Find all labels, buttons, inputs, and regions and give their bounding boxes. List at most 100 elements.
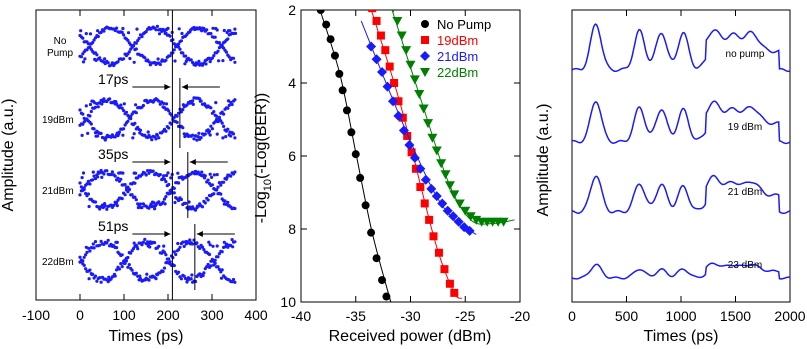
ber-data-point	[316, 10, 325, 14]
eye-sample-point	[121, 133, 125, 137]
waveform-panel: no pump 19 dBm 21 dBm 23 dBm 0 500 1000 1500 20…	[535, 9, 806, 345]
eye-sample-point	[200, 205, 205, 209]
eye-sample-point	[233, 31, 238, 35]
eye-sample-point	[179, 39, 183, 43]
eye-sample-point	[100, 175, 104, 179]
eye-sample-point	[148, 135, 152, 139]
eye-sample-point	[81, 36, 85, 40]
eye-sample-point	[81, 112, 85, 116]
eye-sample-point	[217, 181, 221, 185]
ber-data-point	[385, 62, 394, 71]
eye-sample-point	[131, 247, 136, 251]
eye-sample-point	[210, 183, 214, 187]
eye-sample-point	[133, 121, 137, 125]
eye-sample-point	[164, 58, 168, 62]
eye-sample-point	[150, 138, 154, 142]
ber-data-point	[371, 54, 382, 65]
shift-annotation-label: 17ps	[98, 71, 128, 87]
eye-sample-point	[126, 255, 130, 260]
y-tick-label: 4	[288, 75, 296, 91]
eye-sample-point	[215, 173, 219, 177]
ber-data-point	[392, 16, 403, 26]
eye-sample-point	[212, 54, 216, 58]
eye-sample-point	[195, 138, 199, 142]
eye-sample-point	[198, 246, 202, 250]
eye-sample-point	[191, 242, 195, 246]
eye-sample-point	[193, 169, 198, 173]
eye-sample-point	[86, 192, 90, 196]
eye-sample-point	[182, 244, 186, 248]
eye-sample-point	[105, 169, 109, 173]
eye-sample-point	[191, 99, 195, 103]
eye-sample-point	[181, 126, 185, 130]
ber-data-point	[440, 265, 449, 274]
eye-sample-point	[89, 122, 93, 126]
eye-sample-point	[134, 103, 138, 107]
eye-sample-point	[144, 173, 148, 177]
eye-sample-point	[131, 44, 136, 48]
arrowhead	[196, 231, 203, 237]
ber-data-point	[423, 119, 434, 129]
eye-sample-point	[113, 274, 117, 278]
eye-sample-point	[168, 260, 172, 264]
eye-sample-point	[167, 257, 171, 261]
eye-sample-point	[203, 201, 207, 205]
eye-sample-point	[162, 244, 166, 248]
eye-sample-point	[98, 243, 102, 247]
ber-data-point	[398, 113, 407, 122]
eye-sample-point	[140, 243, 144, 247]
eye-sample-point	[200, 170, 204, 174]
ber-data-point	[338, 86, 347, 95]
eye-sample-point	[220, 250, 224, 254]
eye-sample-point	[132, 60, 136, 64]
eye-sample-point	[78, 108, 82, 112]
eye-sample-point	[160, 251, 164, 255]
eye-sample-point	[181, 51, 185, 55]
eye-sample-point	[197, 131, 201, 135]
eye-sample-point	[217, 41, 221, 45]
eye-sample-point	[181, 108, 185, 112]
eye-sample-point	[216, 185, 220, 189]
eye-sample-point	[231, 245, 235, 249]
ber-data-point	[377, 67, 388, 78]
eye-sample-point	[79, 55, 83, 59]
eye-sample-point	[222, 124, 226, 128]
eye-sample-point	[182, 274, 186, 278]
arrowhead	[164, 231, 171, 237]
eye-sample-point	[135, 27, 139, 31]
eye-sample-point	[157, 32, 162, 36]
eye-sample-point	[212, 192, 216, 196]
eye-sample-point	[81, 259, 85, 263]
ber-data-point	[398, 125, 409, 136]
eye-sample-point	[193, 208, 198, 212]
eye-sample-point	[81, 171, 86, 175]
ber-data-point	[407, 148, 416, 157]
eye-sample-point	[91, 242, 95, 246]
eye-sample-point	[155, 133, 159, 137]
eye-sample-point	[184, 54, 188, 58]
eye-sample-point	[166, 26, 170, 30]
eye-sample-point	[177, 27, 181, 31]
ber-data-point	[372, 16, 381, 25]
ber-data-point	[382, 81, 393, 92]
eye-sample-point	[220, 121, 224, 125]
ber-y-axis-label: -Log10(-Log(BER))	[253, 93, 274, 224]
legend-label: 22dBm	[437, 65, 478, 80]
eye-sample-point	[86, 179, 90, 183]
x-tick-label: -40	[291, 308, 311, 324]
x-tick-label: 300	[200, 307, 224, 323]
eye-sample-point	[164, 173, 169, 178]
eye-sample-point	[133, 181, 137, 185]
y-tick-label: 10	[280, 294, 296, 310]
eye-sample-point	[117, 130, 121, 134]
x-tick-label: 500	[615, 308, 639, 324]
eye-sample-point	[130, 193, 134, 197]
eye-sample-point	[87, 277, 91, 281]
x-tick-label: 200	[156, 307, 180, 323]
eye-sample-point	[167, 109, 171, 113]
eye-sample-point	[211, 244, 215, 248]
eye-trace-label: 22dBm	[42, 257, 74, 268]
eye-trace-label: 21dBm	[42, 186, 74, 197]
eye-sample-point	[96, 34, 100, 39]
eye-sample-point	[147, 171, 151, 175]
